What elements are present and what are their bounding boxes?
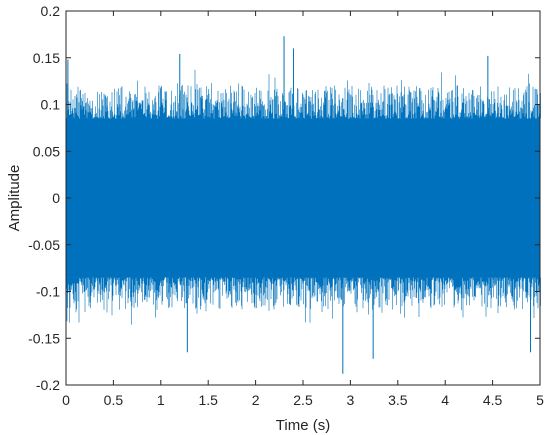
y-tick-label-6: 0.1 [41,97,61,113]
x-axis-ticks: 0 0.5 1 1.5 2 2.5 3 3.5 4 4.5 5 [62,11,544,408]
y-tick-label-4: 0 [52,190,60,206]
y-tick-label-5: 0.05 [33,143,60,159]
x-tick-label-6: 3 [347,392,355,408]
signal-core-band [66,118,540,278]
x-tick-label-8: 4 [441,392,449,408]
y-tick-label-1: -0.15 [28,330,60,346]
x-tick-label-4: 2 [252,392,260,408]
x-tick-label-5: 2.5 [293,392,313,408]
x-tick-label-1: 0.5 [104,392,124,408]
x-tick-label-10: 5 [536,392,544,408]
y-axis-ticks: -0.2 -0.15 -0.1 -0.05 0 0.05 0.1 0.15 0.2 [28,3,540,393]
signal-series [65,36,541,374]
y-axis-label: Amplitude [6,165,23,232]
x-tick-label-2: 1 [157,392,165,408]
x-tick-label-0: 0 [62,392,70,408]
x-tick-label-7: 3.5 [388,392,408,408]
y-tick-label-8: 0.2 [41,3,61,19]
x-tick-label-9: 4.5 [483,392,503,408]
y-tick-label-0: -0.2 [36,377,60,393]
y-tick-label-7: 0.15 [33,50,60,66]
x-axis-label: Time (s) [276,417,330,434]
y-tick-label-2: -0.1 [36,284,60,300]
y-tick-label-3: -0.05 [28,237,60,253]
x-tick-label-3: 1.5 [198,392,218,408]
